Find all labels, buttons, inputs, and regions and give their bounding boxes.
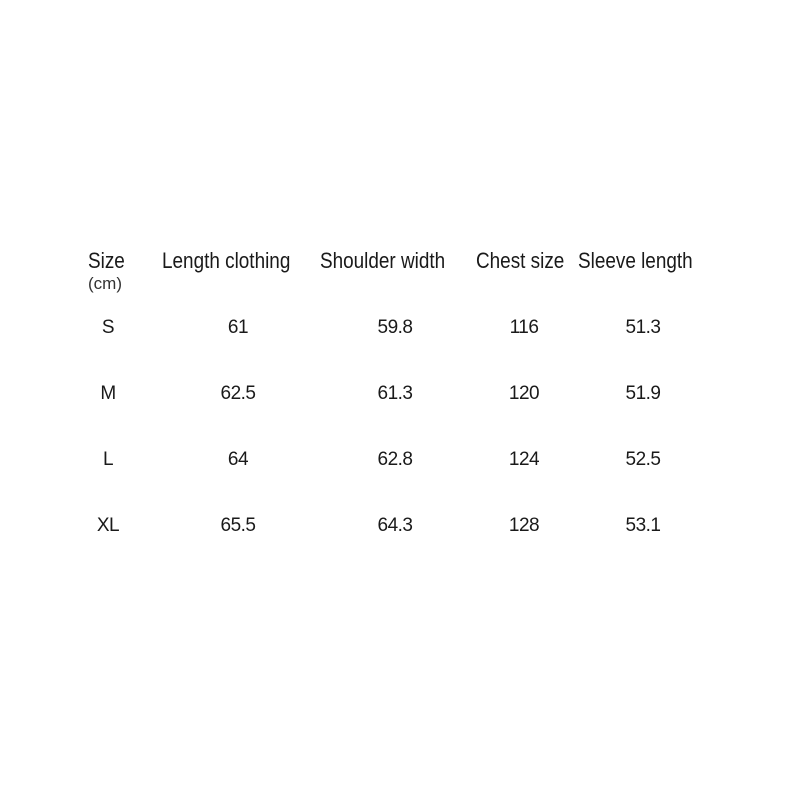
table-cell: XL: [96, 515, 120, 536]
table-cell: 52.5: [625, 449, 661, 470]
header-chest: Chest size: [476, 248, 565, 273]
table-cell: 120: [508, 383, 540, 404]
header-unit: (cm): [88, 274, 122, 293]
table-cell: 61.3: [377, 383, 413, 404]
table-cell: 53.1: [625, 515, 661, 536]
table-cell: 128: [508, 515, 540, 536]
table-cell: 59.8: [377, 317, 413, 338]
header-shoulder: Shoulder width: [320, 248, 446, 273]
table-cell: 65.5: [220, 515, 256, 536]
table-cell: 61: [227, 317, 249, 338]
header-length: Length clothing: [162, 248, 291, 273]
table-cell: L: [102, 449, 114, 470]
table-cell: M: [100, 383, 116, 404]
table-cell: 116: [509, 317, 539, 338]
table-cell: 62.8: [377, 449, 413, 470]
table-cell: 64.3: [377, 515, 413, 536]
table-cell: S: [101, 317, 115, 338]
table-cell: 62.5: [220, 383, 256, 404]
header-sleeve: Sleeve length: [578, 248, 693, 273]
header-size: Size: [88, 248, 125, 273]
table-cell: 64: [227, 449, 249, 470]
table-cell: 51.9: [625, 383, 661, 404]
table-cell: 124: [508, 449, 540, 470]
table-cell: 51.3: [625, 317, 661, 338]
